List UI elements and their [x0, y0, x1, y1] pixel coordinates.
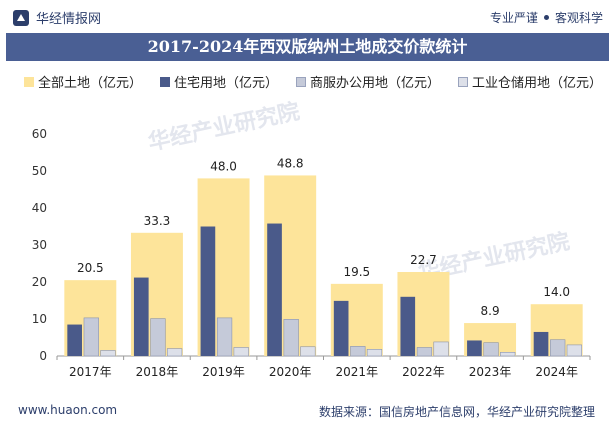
bar-commercial	[216, 317, 233, 357]
data-label-total: 22.7	[410, 253, 437, 267]
data-label-total: 48.0	[210, 159, 237, 173]
legend-label-residential: 住宅用地（亿元）	[174, 76, 279, 91]
bar-residential	[200, 226, 216, 356]
top-bar: 华经情报网 专业严谨 客观科学	[0, 0, 615, 33]
legend-swatch-industrial	[458, 76, 469, 87]
footer-website: www.huaon.com	[18, 403, 118, 417]
brand-logo-icon	[13, 9, 29, 26]
bar-residential	[533, 331, 549, 356]
chart-title: 2017-2024年西双版纳州土地成交价款统计	[6, 33, 609, 61]
x-tick-label: 2021年	[336, 365, 379, 379]
bar-residential	[467, 340, 482, 356]
legend-swatch-commercial	[296, 76, 307, 87]
bar-residential	[333, 300, 349, 356]
bar-industrial	[300, 346, 316, 357]
bar-industrial	[366, 349, 383, 357]
x-tick-label: 2017年	[69, 365, 112, 379]
bar-commercial	[283, 319, 299, 357]
legend-label-industrial: 工业仓储用地（亿元）	[472, 76, 603, 91]
data-label-total: 33.3	[144, 214, 171, 228]
data-label-total: 48.8	[277, 156, 304, 170]
x-tick-label: 2022年	[402, 365, 445, 379]
y-tick-label: 0	[39, 349, 47, 363]
slogan-right: 客观科学	[554, 11, 603, 25]
x-tick-label: 2020年	[269, 365, 312, 379]
bar-commercial	[550, 339, 566, 357]
bar-commercial	[350, 346, 366, 357]
legend: 全部土地（亿元） 住宅用地（亿元） 商服办公用地（亿元） 工业仓储用地（亿元）	[24, 72, 602, 91]
legend-item-industrial: 工业仓储用地（亿元）	[458, 72, 602, 91]
bar-commercial	[416, 347, 433, 357]
bar-industrial	[566, 344, 582, 357]
y-tick-label: 60	[32, 127, 47, 141]
bar-commercial	[150, 318, 166, 357]
x-tick-label: 2023年	[469, 365, 512, 379]
footer-source: 数据来源：国信房地产信息网，华经产业研究院整理	[318, 405, 595, 419]
bar-commercial	[483, 342, 499, 357]
bar-industrial	[433, 341, 449, 357]
bar-residential	[267, 223, 282, 356]
brand: 华经情报网	[12, 8, 101, 27]
legend-item-commercial: 商服办公用地（亿元）	[296, 72, 440, 91]
legend-swatch-residential	[160, 76, 171, 87]
slogan-dot-icon	[543, 15, 549, 20]
bar-residential	[400, 296, 416, 356]
bar-industrial	[100, 350, 116, 357]
x-tick-label: 2019年	[202, 365, 245, 379]
data-label-total: 14.0	[543, 285, 570, 299]
x-tick-label: 2024年	[535, 365, 578, 379]
y-tick-label: 30	[32, 238, 47, 252]
y-tick-label: 10	[32, 312, 47, 326]
bar-industrial	[500, 351, 516, 357]
y-tick-label: 20	[32, 275, 47, 289]
legend-item-residential: 住宅用地（亿元）	[160, 72, 278, 91]
y-tick-label: 40	[32, 201, 47, 215]
bar-residential	[133, 277, 149, 356]
x-tick-label: 2018年	[136, 365, 179, 379]
brand-name: 华经情报网	[36, 12, 102, 27]
legend-label-total: 全部土地（亿元）	[38, 76, 143, 91]
slogan: 专业严谨 客观科学	[490, 9, 603, 26]
bar-residential	[67, 324, 82, 356]
slogan-left: 专业严谨	[489, 11, 538, 25]
bar-industrial	[166, 348, 183, 357]
legend-swatch-total	[24, 76, 34, 87]
data-label-total: 19.5	[343, 265, 370, 279]
footer: www.huaon.com 数据来源：国信房地产信息网，华经产业研究院整理	[0, 395, 615, 427]
y-tick-label: 50	[32, 164, 47, 178]
legend-label-commercial: 商服办公用地（亿元）	[310, 76, 441, 91]
data-label-total: 8.9	[481, 304, 500, 318]
watermark-text: 华经产业研究院	[146, 98, 302, 155]
bar-industrial	[233, 347, 249, 357]
legend-item-total: 全部土地（亿元）	[24, 72, 142, 91]
bar-commercial	[83, 317, 99, 357]
data-label-total: 20.5	[77, 261, 104, 275]
